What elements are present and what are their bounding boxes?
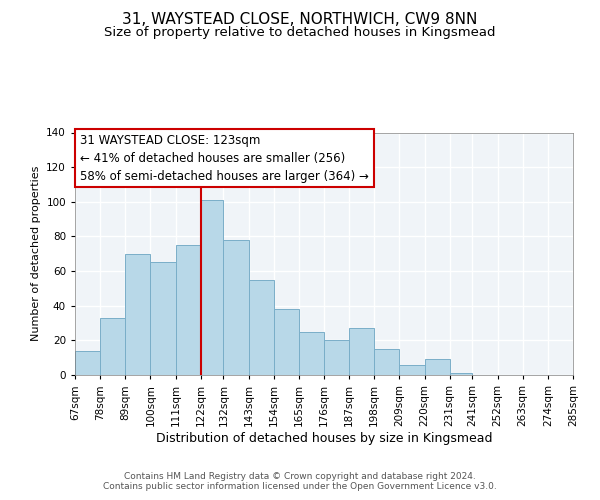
Bar bbox=[425, 360, 449, 375]
Bar bbox=[400, 364, 425, 375]
Bar bbox=[223, 240, 248, 375]
Bar bbox=[151, 262, 176, 375]
Bar bbox=[176, 245, 200, 375]
Bar bbox=[248, 280, 274, 375]
Bar bbox=[125, 254, 151, 375]
Bar bbox=[274, 309, 299, 375]
Bar bbox=[449, 374, 472, 375]
Bar bbox=[75, 351, 100, 375]
X-axis label: Distribution of detached houses by size in Kingsmead: Distribution of detached houses by size … bbox=[156, 432, 492, 444]
Y-axis label: Number of detached properties: Number of detached properties bbox=[31, 166, 41, 342]
Text: Contains public sector information licensed under the Open Government Licence v3: Contains public sector information licen… bbox=[103, 482, 497, 491]
Bar bbox=[349, 328, 374, 375]
Text: 31 WAYSTEAD CLOSE: 123sqm
← 41% of detached houses are smaller (256)
58% of semi: 31 WAYSTEAD CLOSE: 123sqm ← 41% of detac… bbox=[80, 134, 369, 182]
Bar bbox=[299, 332, 324, 375]
Text: Size of property relative to detached houses in Kingsmead: Size of property relative to detached ho… bbox=[104, 26, 496, 39]
Bar bbox=[324, 340, 349, 375]
Bar bbox=[100, 318, 125, 375]
Text: Contains HM Land Registry data © Crown copyright and database right 2024.: Contains HM Land Registry data © Crown c… bbox=[124, 472, 476, 481]
Bar bbox=[200, 200, 223, 375]
Bar bbox=[374, 349, 400, 375]
Text: 31, WAYSTEAD CLOSE, NORTHWICH, CW9 8NN: 31, WAYSTEAD CLOSE, NORTHWICH, CW9 8NN bbox=[122, 12, 478, 28]
